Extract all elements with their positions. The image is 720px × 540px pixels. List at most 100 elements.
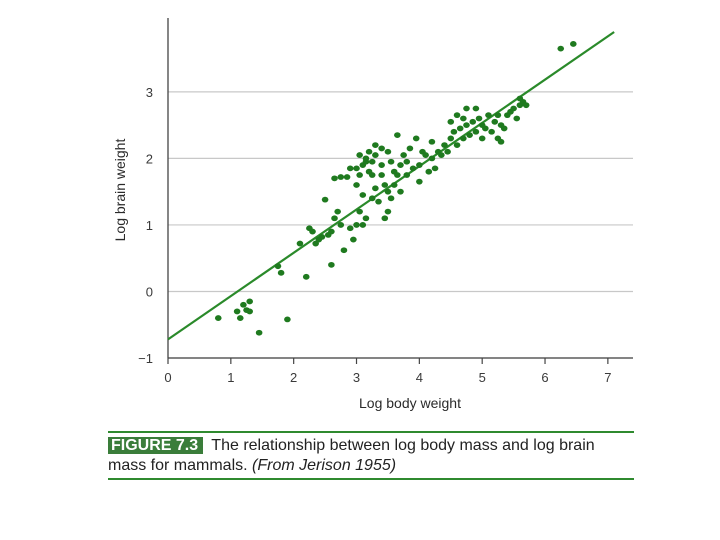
data-point bbox=[488, 128, 495, 135]
data-point bbox=[384, 188, 392, 195]
data-point bbox=[431, 165, 439, 172]
x-tick-label: 1 bbox=[227, 370, 234, 385]
data-point bbox=[353, 165, 360, 172]
figure-caption: FIGURE 7.3 The relationship between log … bbox=[108, 436, 634, 476]
data-point bbox=[318, 234, 326, 240]
data-point bbox=[233, 308, 241, 315]
data-point bbox=[246, 308, 253, 315]
data-point bbox=[277, 269, 285, 276]
data-point bbox=[328, 261, 335, 268]
data-point bbox=[378, 162, 385, 168]
y-tick-label: 0 bbox=[146, 284, 153, 299]
data-point bbox=[500, 125, 508, 132]
data-point bbox=[387, 195, 395, 202]
data-point bbox=[331, 215, 338, 222]
data-point bbox=[302, 273, 310, 280]
data-point bbox=[255, 329, 263, 336]
data-point bbox=[472, 105, 480, 112]
data-point bbox=[441, 142, 448, 148]
x-axis-title: Log body weight bbox=[359, 395, 461, 411]
data-point bbox=[416, 178, 423, 185]
data-point bbox=[365, 148, 373, 155]
data-point bbox=[350, 236, 357, 243]
data-point bbox=[460, 135, 467, 142]
data-point bbox=[482, 125, 489, 132]
data-point bbox=[557, 45, 565, 52]
data-point bbox=[447, 118, 455, 125]
data-point bbox=[356, 172, 363, 178]
data-point bbox=[274, 263, 282, 270]
data-point bbox=[296, 240, 304, 247]
scatter-plot: 0 1 2 3 4 5 6 7 −1 0 1 2 3 Log body weight Log brai… bbox=[112, 18, 633, 411]
data-point bbox=[356, 208, 363, 215]
x-tick-label: 4 bbox=[416, 370, 423, 385]
data-point bbox=[463, 105, 470, 112]
x-tick-label: 0 bbox=[164, 370, 171, 385]
x-tick-label: 7 bbox=[604, 370, 611, 385]
y-tick-label: 1 bbox=[146, 218, 153, 233]
caption-bottom-rule bbox=[108, 478, 634, 480]
data-point bbox=[412, 135, 420, 142]
data-point bbox=[447, 135, 455, 142]
data-point bbox=[444, 148, 451, 155]
data-point bbox=[381, 215, 389, 222]
data-point bbox=[397, 188, 404, 195]
caption-top-rule bbox=[108, 431, 634, 433]
data-point bbox=[428, 138, 436, 145]
data-point bbox=[494, 112, 502, 119]
data-point bbox=[375, 198, 382, 205]
data-point bbox=[284, 316, 291, 323]
data-point bbox=[513, 115, 521, 122]
data-point bbox=[406, 145, 414, 152]
data-point bbox=[394, 132, 401, 139]
data-point bbox=[497, 138, 505, 145]
data-point bbox=[475, 115, 483, 122]
data-point bbox=[453, 142, 461, 148]
x-tick-label: 5 bbox=[479, 370, 486, 385]
data-point bbox=[372, 185, 379, 192]
data-point bbox=[409, 165, 417, 172]
data-point bbox=[469, 118, 477, 125]
y-tick-label: 2 bbox=[146, 151, 153, 166]
data-point bbox=[309, 228, 316, 235]
data-points bbox=[214, 41, 577, 336]
data-point bbox=[346, 225, 354, 232]
data-point bbox=[384, 148, 392, 155]
data-point bbox=[356, 152, 363, 158]
data-point bbox=[428, 155, 436, 162]
data-point bbox=[372, 142, 379, 148]
data-point bbox=[522, 102, 530, 109]
data-point bbox=[359, 222, 367, 228]
y-tick-label: 3 bbox=[146, 85, 153, 100]
x-tick-label: 3 bbox=[353, 370, 360, 385]
data-point bbox=[416, 162, 423, 168]
data-point bbox=[321, 196, 329, 203]
data-point bbox=[362, 215, 370, 222]
y-axis-title: Log brain weight bbox=[112, 139, 128, 242]
data-point bbox=[362, 155, 370, 162]
data-point bbox=[240, 301, 247, 308]
data-point bbox=[491, 118, 499, 125]
data-point bbox=[400, 152, 407, 158]
data-point bbox=[331, 175, 338, 182]
data-point bbox=[397, 162, 404, 168]
data-point bbox=[381, 182, 389, 188]
data-point bbox=[368, 195, 376, 202]
figure-label: FIGURE 7.3 bbox=[108, 437, 204, 454]
data-point bbox=[246, 298, 253, 305]
data-point bbox=[463, 122, 470, 129]
data-point bbox=[353, 222, 360, 228]
data-point bbox=[472, 128, 480, 135]
data-point bbox=[425, 168, 433, 175]
data-point bbox=[214, 315, 222, 321]
data-point bbox=[394, 172, 401, 178]
data-point bbox=[328, 228, 335, 235]
data-point bbox=[485, 112, 492, 119]
data-point bbox=[570, 41, 577, 47]
data-point bbox=[478, 135, 486, 142]
caption-source: (From Jerison 1955) bbox=[252, 457, 397, 474]
data-point bbox=[460, 115, 467, 122]
data-point bbox=[334, 208, 341, 215]
data-point bbox=[372, 152, 379, 158]
caption-text: The relationship between log body mass a… bbox=[108, 437, 595, 474]
